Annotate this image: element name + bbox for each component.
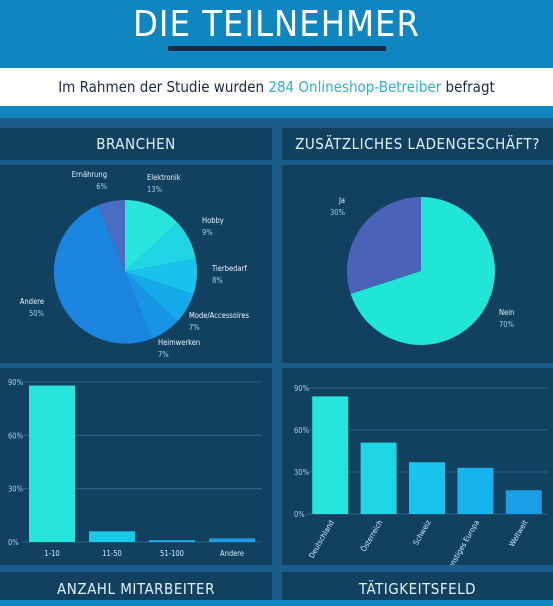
x-tick-label: 1-10 bbox=[44, 549, 59, 558]
bar-11-50 bbox=[89, 531, 135, 542]
pie-slice-elektronik bbox=[125, 200, 178, 272]
pie-slice-mode-accessoires bbox=[125, 272, 194, 322]
ladengeschaeft-pie-chart: Nein 70% Ja 30% bbox=[330, 196, 515, 345]
intro-text-after: befragt bbox=[441, 78, 495, 96]
x-tick-label: Schweiz bbox=[411, 518, 433, 547]
y-tick-label: 0% bbox=[8, 538, 19, 547]
pie-label-mode-accessoires: Mode/Accessoires bbox=[189, 311, 250, 320]
pie-value-mode-accessoires: 7% bbox=[189, 323, 200, 332]
page-title: DIE TEILNEHMER bbox=[132, 4, 420, 45]
bar-51-100 bbox=[149, 540, 195, 542]
pie-label-andere: Andere bbox=[20, 297, 44, 306]
pie-label-nein: Nein bbox=[499, 308, 514, 317]
x-tick-label: Weltweit bbox=[507, 518, 530, 548]
bar-weltweit bbox=[505, 490, 542, 514]
y-tick-label: 30% bbox=[8, 485, 24, 494]
taetigkeitsfeld-bar-chart: 0% 30% 60% 90% Deutschland Österreich Schweiz S… bbox=[294, 384, 548, 574]
taetigkeitsfeld-panel: 0% 30% 60% 90% Deutschland Österreich Schweiz S… bbox=[282, 368, 553, 574]
pie-label-tierbedarf: Tierbedarf bbox=[211, 264, 247, 273]
pie-slice-nein bbox=[350, 197, 495, 345]
pie-value-nein: 70% bbox=[499, 320, 515, 329]
x-tick-label: Andere bbox=[220, 549, 244, 558]
y-tick-label: 60% bbox=[8, 431, 24, 440]
bar-andere bbox=[209, 538, 255, 542]
bar-1-10 bbox=[29, 385, 75, 542]
branchen-panel: Elektronik 13% Hobby 9% Tierbedarf 8% Mode/Acc… bbox=[0, 165, 272, 363]
pie-slice-hobby bbox=[125, 222, 196, 272]
pie-value-andere: 50% bbox=[29, 309, 45, 318]
pie-value-elektronik: 13% bbox=[147, 185, 163, 194]
bar-deutschland bbox=[312, 396, 349, 514]
pie-slice-heimwerken bbox=[125, 272, 178, 339]
pie-label-hobby: Hobby bbox=[202, 216, 224, 225]
ladengeschaeft-header: ZUSÄTZLICHES LADENGESCHÄFT? bbox=[282, 128, 553, 160]
branchen-header: BRANCHEN bbox=[0, 128, 272, 160]
pie-slice-ern-hrung bbox=[98, 200, 125, 272]
y-tick-label: 0% bbox=[294, 510, 305, 519]
x-tick-label: 11-50 bbox=[102, 549, 122, 558]
bar-schweiz bbox=[409, 462, 445, 514]
pie-slice-ja bbox=[346, 197, 421, 294]
x-tick-label: 51-100 bbox=[160, 549, 184, 558]
pie-slice-tierbedarf bbox=[125, 258, 197, 295]
title-underline bbox=[168, 46, 386, 51]
intro-text-before: Im Rahmen der Studie wurden bbox=[58, 78, 269, 96]
bar-sonstiges-europa bbox=[457, 467, 494, 514]
y-tick-label: 90% bbox=[8, 378, 24, 387]
pie-label-ern-hrung: Ernährung bbox=[72, 170, 107, 179]
intro-highlight: 284 Onlineshop-Betreiber bbox=[268, 78, 442, 96]
taetigkeitsfeld-header: TÄTIGKEITSFELD bbox=[282, 572, 553, 600]
y-tick-label: 60% bbox=[294, 426, 310, 435]
pie-label-ja: Ja bbox=[338, 196, 345, 205]
pie-value-ja: 30% bbox=[330, 208, 346, 217]
ladengeschaeft-panel: Nein 70% Ja 30% bbox=[282, 165, 553, 363]
x-tick-label: Sonstiges Europa bbox=[444, 519, 481, 566]
branchen-pie-chart: Elektronik 13% Hobby 9% Tierbedarf 8% Mode/Acc… bbox=[20, 170, 250, 359]
intro-banner: Im Rahmen der Studie wurden 284 Onlinesh… bbox=[0, 68, 553, 106]
mitarbeiter-bar-chart: 0% 30% 60% 90% 1-10 11-50 51-100 Andere bbox=[8, 378, 262, 558]
pie-slice-andere bbox=[53, 205, 152, 344]
x-tick-label: Österreich bbox=[359, 519, 384, 554]
pie-label-heimwerken: Heimwerken bbox=[158, 338, 200, 347]
pie-value-hobby: 9% bbox=[202, 228, 213, 237]
pie-value-ern-hrung: 6% bbox=[96, 182, 107, 191]
mitarbeiter-header: ANZAHL MITARBEITER bbox=[0, 572, 272, 600]
pie-value-tierbedarf: 8% bbox=[212, 276, 223, 285]
mitarbeiter-panel: 0% 30% 60% 90% 1-10 11-50 51-100 Andere bbox=[0, 368, 272, 565]
y-tick-label: 30% bbox=[294, 468, 310, 477]
x-tick-label: Deutschland bbox=[307, 519, 336, 560]
intro-text: Im Rahmen der Studie wurden 284 Onlinesh… bbox=[0, 68, 553, 106]
pie-label-elektronik: Elektronik bbox=[147, 173, 181, 182]
y-tick-label: 90% bbox=[294, 384, 310, 393]
bar-sterreich bbox=[360, 442, 397, 514]
pie-value-heimwerken: 7% bbox=[158, 350, 169, 359]
